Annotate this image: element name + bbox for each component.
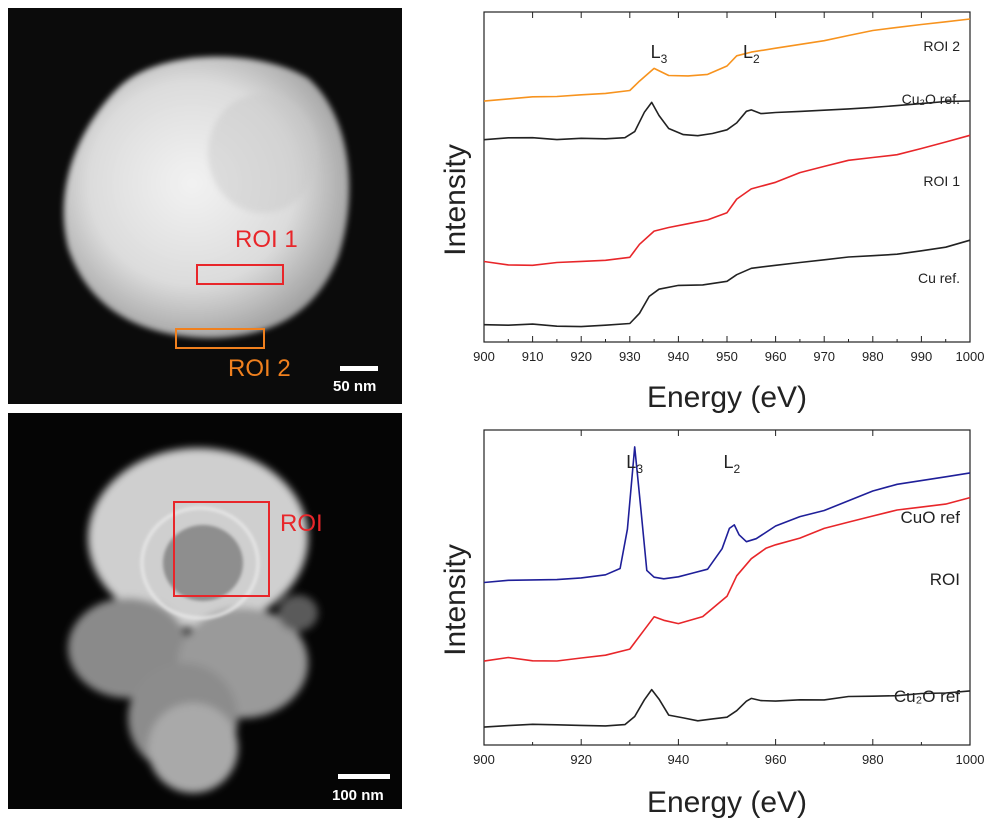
x-tick-label: 920 [570, 752, 592, 767]
eels-chart-bottom: 900 920 940 960 980 1000 Energy (eV) Intensity C… [439, 429, 985, 819]
x-tick-label: 970 [813, 349, 835, 364]
series-line-0 [483, 18, 971, 102]
scale-bar-bottom [338, 774, 390, 779]
series-label: CuO ref [900, 508, 960, 527]
x-tick-label: 980 [862, 752, 884, 767]
scale-bar-top-label: 50 nm [333, 378, 377, 395]
particle-image-bottom [8, 413, 402, 809]
x-tick-label: 900 [473, 349, 495, 364]
series-label: ROI 2 [923, 38, 960, 54]
x-tick-label: 1000 [956, 752, 985, 767]
series-line-2 [483, 134, 971, 267]
x-tick-label: 960 [765, 752, 787, 767]
x-tick-label: 940 [668, 752, 690, 767]
peak-label-L3: L3 [626, 452, 643, 476]
plot-frame [483, 429, 971, 746]
x-tick-label: 980 [862, 349, 884, 364]
peak-label-L2: L2 [724, 452, 741, 476]
x-tick-label: 960 [765, 349, 787, 364]
x-tick-label: 910 [522, 349, 544, 364]
series-label: Cu₂O ref. [902, 91, 960, 107]
series-line-1 [483, 100, 971, 141]
roi-1-label: ROI 1 [235, 226, 298, 253]
series-label: ROI [930, 570, 960, 589]
stem-image-top: ROI 1 ROI 2 50 nm [8, 8, 402, 404]
x-tick-label: 930 [619, 349, 641, 364]
scale-bar-top [340, 366, 378, 371]
x-tick-label: 990 [911, 349, 933, 364]
series-label: ROI 1 [923, 173, 960, 189]
x-tick-label: 950 [716, 349, 738, 364]
roi-label: ROI [280, 510, 323, 537]
eels-chart-top: 900 910 920 930 940 950 960 970 980 990 1000 Energy… [439, 11, 985, 414]
series-line-1 [483, 496, 971, 662]
x-axis-label: Energy (eV) [647, 381, 807, 414]
series-line-0 [483, 446, 971, 584]
roi-1-box [196, 264, 284, 285]
x-tick-label: 920 [570, 349, 592, 364]
peak-label-L3: L3 [651, 42, 668, 66]
y-axis-label: Intensity [439, 544, 472, 656]
series-label: Cu ref. [918, 270, 960, 286]
x-tick-label: 900 [473, 752, 495, 767]
roi-2-label: ROI 2 [228, 355, 291, 382]
scale-bar-bottom-label: 100 nm [332, 787, 384, 804]
peak-label-L2: L2 [743, 42, 760, 66]
series-line-3 [483, 239, 971, 328]
series-label: Cu₂O ref [894, 687, 960, 706]
roi-2-box [175, 328, 265, 349]
roi-box [173, 501, 270, 597]
particle-image-top [8, 8, 402, 404]
stem-image-bottom: ROI 100 nm [8, 413, 402, 809]
x-axis-label: Energy (eV) [647, 786, 807, 819]
series-line-2 [483, 688, 971, 728]
x-tick-label: 1000 [956, 349, 985, 364]
y-axis-label: Intensity [439, 144, 472, 256]
x-tick-label: 940 [668, 349, 690, 364]
